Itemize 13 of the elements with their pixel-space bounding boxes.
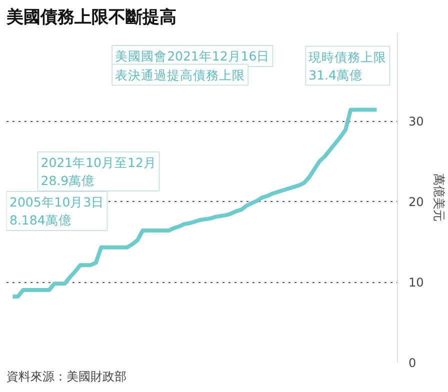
annotation: 表決通過提高債務上限 xyxy=(115,67,246,82)
annotation: 2021年10月至12月 28.9萬億 xyxy=(40,154,156,188)
annotation: 2005年10月3日 8.184萬億 xyxy=(10,194,104,228)
y-tick-label: 10 xyxy=(408,276,424,290)
source-note: 資料來源：美國財政部 xyxy=(6,370,126,384)
line-series xyxy=(10,108,379,298)
annotation: 現時債務上限 31.4萬億 xyxy=(308,49,387,82)
y-axis-title: 萬億美元 xyxy=(432,174,446,222)
y-tick-label: 30 xyxy=(408,114,424,129)
y-tick-label: 0 xyxy=(408,356,416,370)
annotation: 美國國會2021年12月16日 xyxy=(115,48,270,64)
y-tick-label: 20 xyxy=(408,195,424,210)
chart-title: 美國債務上限不斷提高 xyxy=(6,8,176,28)
